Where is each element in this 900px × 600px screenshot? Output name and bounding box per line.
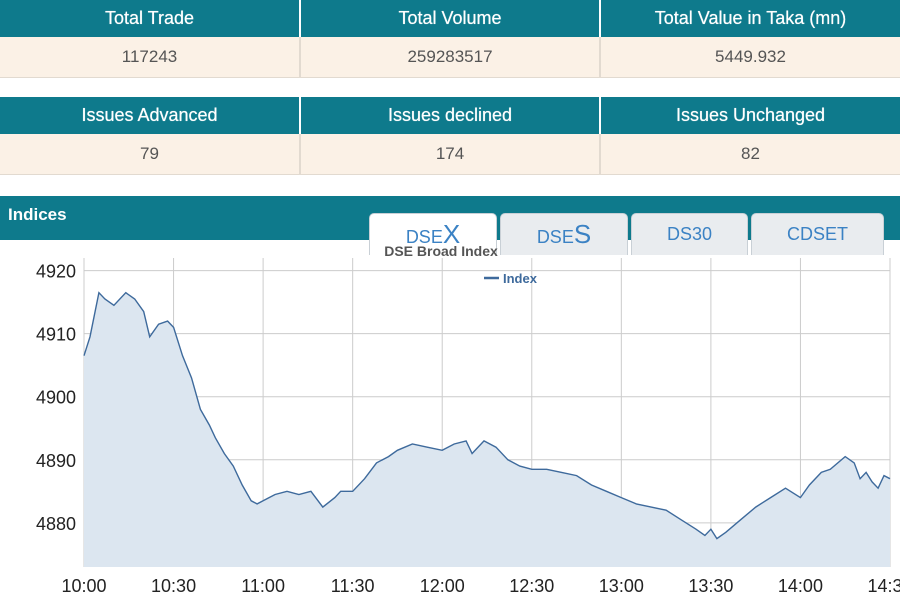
tab-cdset[interactable]: CDSET — [751, 213, 884, 255]
tab-dsex-prefix: DSE — [405, 227, 443, 247]
total-value-value: 5449.932 — [600, 37, 900, 78]
total-trade-value: 117243 — [0, 37, 301, 78]
y-tick-label: 4910 — [36, 325, 76, 345]
y-axis-ticks: 4880 4890 4900 4910 4920 — [36, 262, 76, 534]
tab-ds30-label: DS30 — [666, 224, 713, 244]
issues-summary-table: Issues Advanced Issues declined Issues U… — [0, 97, 900, 175]
index-area — [84, 292, 890, 567]
x-tick-label: 14:30 — [867, 576, 900, 596]
issues-advanced-value: 79 — [0, 134, 301, 175]
issues-advanced-header: Issues Advanced — [0, 97, 301, 134]
x-tick-label: 12:30 — [509, 576, 554, 596]
x-tick-label: 14:00 — [778, 576, 823, 596]
issues-declined-header: Issues declined — [300, 97, 601, 134]
total-trade-header: Total Trade — [0, 0, 301, 37]
tab-dsex[interactable]: DSEX — [369, 213, 497, 255]
indices-title: Indices — [8, 205, 67, 224]
issues-unchanged-header: Issues Unchanged — [600, 97, 900, 134]
tab-ds30[interactable]: DS30 — [631, 213, 748, 255]
x-tick-label: 12:00 — [420, 576, 465, 596]
tab-dsex-suffix: X — [442, 219, 461, 249]
tab-dses-prefix: DSE — [536, 227, 574, 247]
index-line — [83, 291, 891, 540]
y-tick-label: 4880 — [36, 514, 76, 534]
tab-dses-suffix: S — [573, 219, 592, 249]
x-tick-label: 11:00 — [241, 576, 285, 596]
total-value-header: Total Value in Taka (mn) — [600, 0, 900, 37]
issues-unchanged-value: 82 — [600, 134, 900, 175]
total-volume-header: Total Volume — [300, 0, 601, 37]
y-tick-label: 4920 — [36, 262, 76, 282]
x-tick-label: 13:00 — [599, 576, 644, 596]
legend-label: Index — [503, 271, 538, 286]
x-tick-label: 10:30 — [151, 576, 196, 596]
x-tick-label: 10:00 — [61, 576, 106, 596]
dse-broad-index-chart: 10:00 10:30 11:00 11:30 12:00 12:30 13:00 13:30… — [36, 243, 900, 596]
x-tick-label: 13:30 — [688, 576, 733, 596]
y-tick-label: 4900 — [36, 388, 76, 408]
y-tick-label: 4890 — [36, 451, 76, 471]
x-axis-ticks: 10:00 10:30 11:00 11:30 12:00 12:30 13:00 13:30… — [61, 576, 900, 596]
tab-cdset-label: CDSET — [786, 224, 848, 244]
chart-title: DSE Broad Index — [384, 243, 498, 259]
issues-declined-value: 174 — [300, 134, 601, 175]
market-summary-table: Total Trade Total Volume Total Value in … — [0, 0, 900, 78]
total-volume-value: 259283517 — [300, 37, 601, 78]
tab-dses[interactable]: DSES — [500, 213, 628, 255]
x-tick-label: 11:30 — [331, 576, 375, 596]
